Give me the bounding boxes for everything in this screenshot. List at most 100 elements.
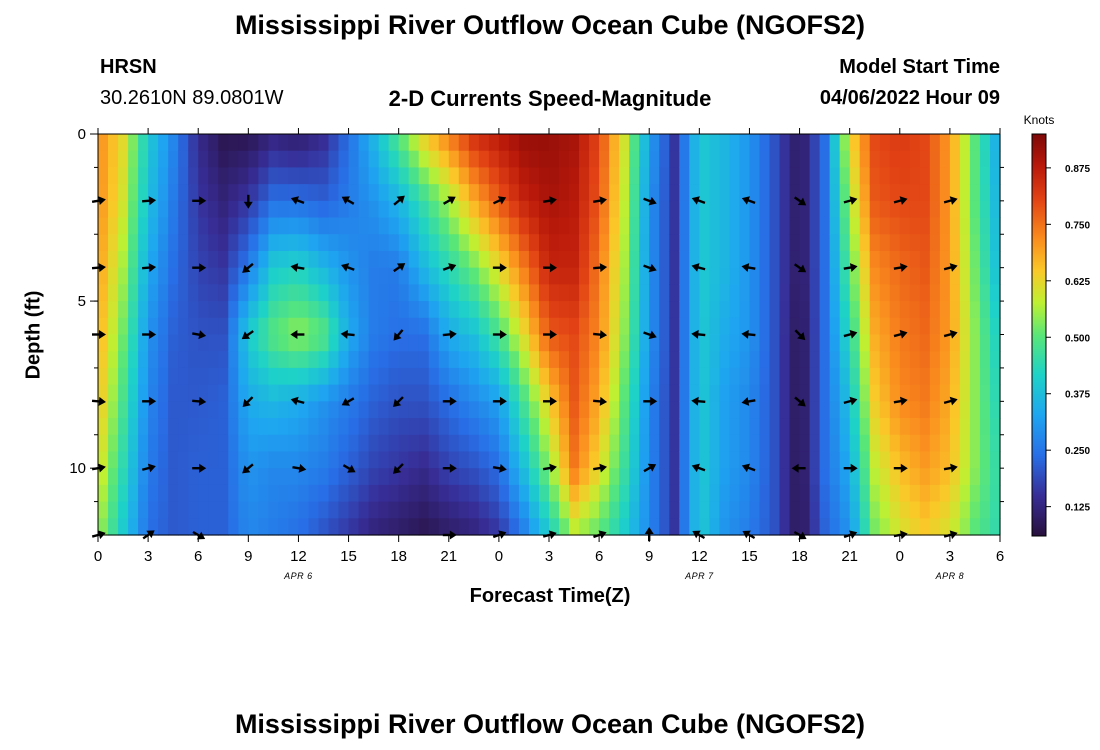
heatmap-cell (969, 200, 981, 219)
heatmap-cell (388, 200, 400, 219)
heatmap-cell (168, 418, 179, 436)
heatmap-cell (699, 150, 710, 169)
heatmap-cell (669, 200, 680, 219)
heatmap-cell (108, 200, 119, 219)
heatmap-cell (488, 334, 500, 352)
heatmap-cell (198, 518, 209, 536)
heatmap-cell (148, 301, 159, 319)
heatmap-cell (498, 384, 510, 402)
heatmap-cell (829, 267, 841, 285)
heatmap-cell (719, 184, 730, 202)
heatmap-cell (849, 334, 861, 352)
heatmap-cell (799, 367, 811, 386)
heatmap-cell (849, 434, 861, 453)
heatmap-cell (609, 501, 620, 519)
heatmap-cell (729, 234, 741, 252)
heatmap-cell (378, 334, 390, 352)
heatmap-cell (398, 184, 410, 202)
heatmap-cell (108, 468, 119, 486)
heatmap-cell (108, 501, 119, 519)
heatmap-cell (538, 284, 550, 302)
heatmap-cell (669, 401, 680, 419)
heatmap-cell (428, 184, 440, 202)
heatmap-cell (949, 351, 961, 369)
heatmap-cell (939, 217, 951, 235)
heatmap-cell (629, 468, 640, 486)
heatmap-cell (989, 501, 1001, 519)
heatmap-cell (528, 217, 540, 235)
heatmap-cell (288, 434, 300, 453)
heatmap-cell (108, 184, 119, 202)
heatmap-cell (308, 384, 320, 402)
heatmap-cell (959, 317, 971, 336)
heatmap-cell (278, 484, 290, 503)
heatmap-cell (498, 150, 510, 169)
heatmap-cell (729, 217, 741, 235)
heatmap-cell (418, 334, 430, 352)
heatmap-cell (939, 451, 951, 469)
heatmap-cell (559, 468, 570, 486)
heatmap-cell (849, 167, 861, 185)
heatmap-cell (408, 367, 420, 386)
heatmap-cell (679, 200, 690, 219)
heatmap-cell (859, 501, 871, 519)
heatmap-cell (208, 134, 219, 152)
heatmap-cell (569, 434, 580, 453)
heatmap-cell (228, 234, 239, 252)
heatmap-cell (488, 200, 500, 219)
heatmap-cell (579, 451, 590, 469)
heatmap-cell (939, 434, 951, 453)
heatmap-cell (268, 501, 279, 519)
heatmap-cell (318, 167, 330, 185)
heatmap-cell (639, 434, 650, 453)
heatmap-cell (729, 167, 741, 185)
heatmap-cell (278, 250, 290, 269)
heatmap-cell (669, 234, 680, 252)
heatmap-cell (238, 367, 249, 386)
heatmap-cell (669, 267, 680, 285)
heatmap-cell (518, 434, 530, 453)
heatmap-cell (138, 301, 149, 319)
heatmap-cell (969, 451, 981, 469)
heatmap-cell (759, 200, 771, 219)
heatmap-cell (779, 284, 791, 302)
heatmap-cell (889, 250, 901, 269)
heatmap-cell (248, 501, 259, 519)
heatmap-cell (639, 150, 650, 169)
heatmap-cell (559, 518, 570, 536)
heatmap-cell (859, 451, 871, 469)
heatmap-cell (909, 367, 921, 386)
heatmap-cell (258, 150, 269, 169)
heatmap-cell (949, 484, 961, 503)
heatmap-cell (889, 501, 901, 519)
heatmap-cell (228, 401, 239, 419)
heatmap-cell (649, 301, 660, 319)
heatmap-cell (909, 434, 921, 453)
heatmap-cell (929, 267, 941, 285)
heatmap-cell (889, 367, 901, 386)
current-vector (943, 463, 958, 473)
heatmap-cell (438, 501, 450, 519)
heatmap-cell (579, 184, 590, 202)
heatmap-cell (348, 317, 360, 336)
heatmap-cell (569, 501, 580, 519)
heatmap-cell (839, 518, 851, 536)
heatmap-cell (508, 334, 520, 352)
x-tick-label: 15 (340, 548, 357, 565)
heatmap-cell (769, 484, 781, 503)
heatmap-cell (358, 468, 370, 486)
heatmap-cell (549, 518, 560, 536)
heatmap-cell (609, 351, 620, 369)
heatmap-cell (368, 401, 380, 419)
heatmap-cell (188, 367, 199, 386)
heatmap-cell (899, 384, 911, 402)
heatmap-cell (609, 200, 620, 219)
heatmap-cell (448, 301, 460, 319)
heatmap-cell (659, 501, 670, 519)
heatmap-cell (719, 501, 730, 519)
heatmap-cell (278, 367, 290, 386)
heatmap-cell (328, 167, 340, 185)
heatmap-cell (208, 334, 219, 352)
heatmap-cell (98, 451, 109, 469)
heatmap-cell (308, 484, 320, 503)
